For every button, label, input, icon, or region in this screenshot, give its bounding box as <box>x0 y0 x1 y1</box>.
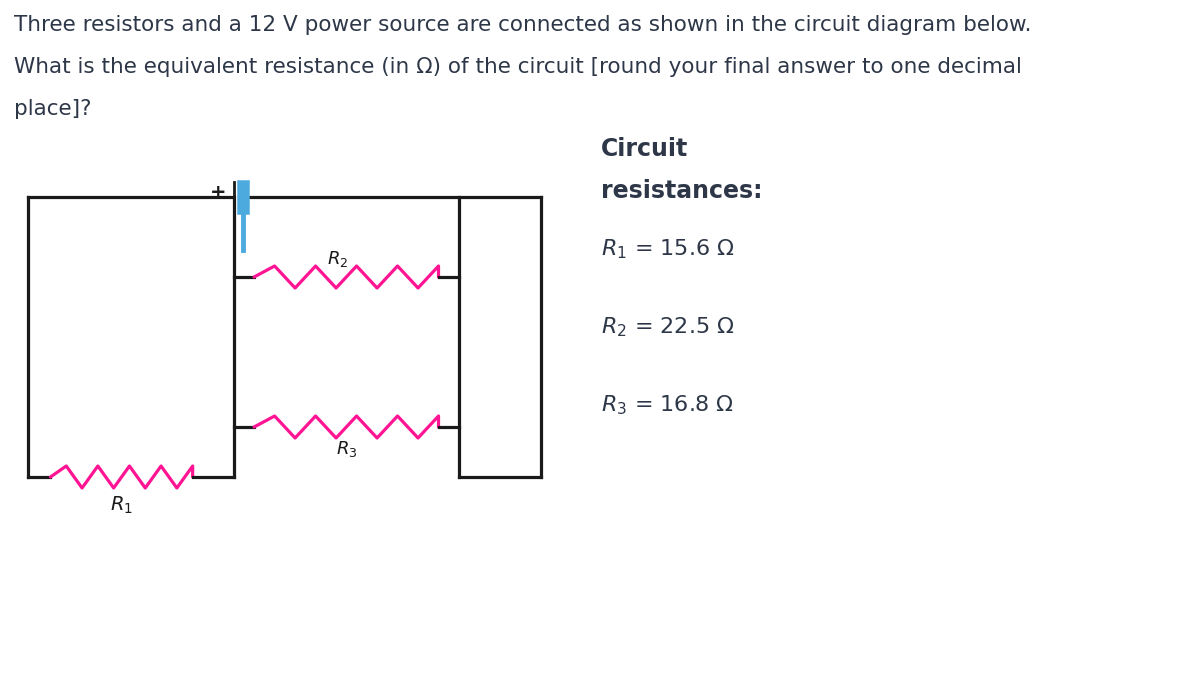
Text: place]?: place]? <box>13 99 91 119</box>
Text: $R_3$: $R_3$ <box>336 439 358 459</box>
Text: $R_2$ = 22.5 $\Omega$: $R_2$ = 22.5 $\Omega$ <box>601 315 734 339</box>
Text: $R_3$ = 16.8 $\Omega$: $R_3$ = 16.8 $\Omega$ <box>601 393 733 416</box>
Text: $R_2$: $R_2$ <box>326 249 348 269</box>
Text: What is the equivalent resistance (in Ω) of the circuit [round your final answer: What is the equivalent resistance (in Ω)… <box>13 57 1021 77</box>
Text: +: + <box>210 183 227 201</box>
Text: Circuit: Circuit <box>601 137 688 161</box>
Text: $R_1$ = 15.6 $\Omega$: $R_1$ = 15.6 $\Omega$ <box>601 237 734 260</box>
Text: $R_1$: $R_1$ <box>110 495 133 517</box>
Text: Three resistors and a 12 V power source are connected as shown in the circuit di: Three resistors and a 12 V power source … <box>13 15 1031 35</box>
Text: resistances:: resistances: <box>601 179 762 203</box>
